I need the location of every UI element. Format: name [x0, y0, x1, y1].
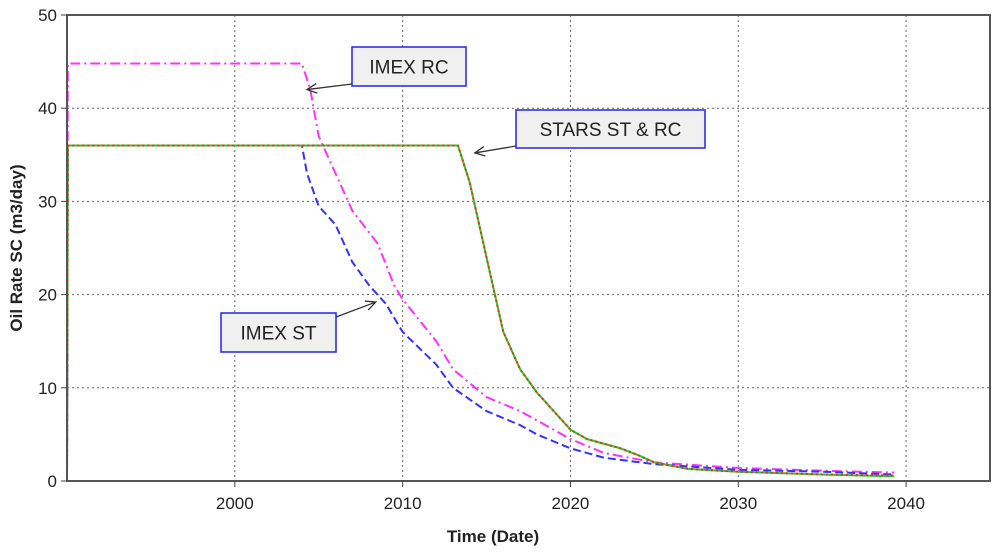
- y-tick-label: 20: [38, 286, 57, 305]
- annotations: IMEX RC STARS ST & RC IMEX ST: [220, 46, 706, 353]
- annotation-arrow: [474, 145, 517, 154]
- annotation-box: [351, 46, 467, 87]
- arrowhead-icon: [473, 146, 486, 157]
- annotation-box: [515, 109, 706, 149]
- x-tick-label: 2000: [216, 494, 254, 513]
- x-tick-label: 2010: [384, 494, 422, 513]
- plot-frame: [66, 14, 991, 482]
- series-group: [66, 62, 895, 482]
- annotation-arrow: [335, 301, 377, 318]
- annotation-label: IMEX RC: [369, 58, 448, 79]
- y-tick-label: 50: [38, 6, 57, 25]
- series-line-stars-st: [66, 144, 895, 482]
- x-tick-label: 2030: [719, 494, 757, 513]
- y-axis-label: Oil Rate SC (m3/day): [7, 164, 26, 331]
- x-tick-label: 2040: [887, 494, 925, 513]
- y-tick-label: 30: [38, 192, 57, 211]
- annotation-box: [220, 312, 337, 353]
- y-tick-label: 10: [38, 379, 57, 398]
- arrowhead-icon: [364, 300, 378, 311]
- series-line-stars-rc: [66, 144, 895, 482]
- y-tick-label: 40: [38, 99, 57, 118]
- annotation-label: STARS ST & RC: [540, 120, 682, 141]
- x-tick-label: 2020: [552, 494, 590, 513]
- annotation-label: IMEX ST: [240, 324, 316, 345]
- x-axis-label: Time (Date): [447, 527, 539, 546]
- series-line-imex-rc: [66, 62, 895, 482]
- y-tick-label: 0: [48, 472, 57, 491]
- series-line-imex-st: [66, 144, 895, 482]
- annotation-arrow: [306, 83, 353, 91]
- arrowhead-icon: [305, 83, 318, 94]
- grid: [67, 15, 990, 481]
